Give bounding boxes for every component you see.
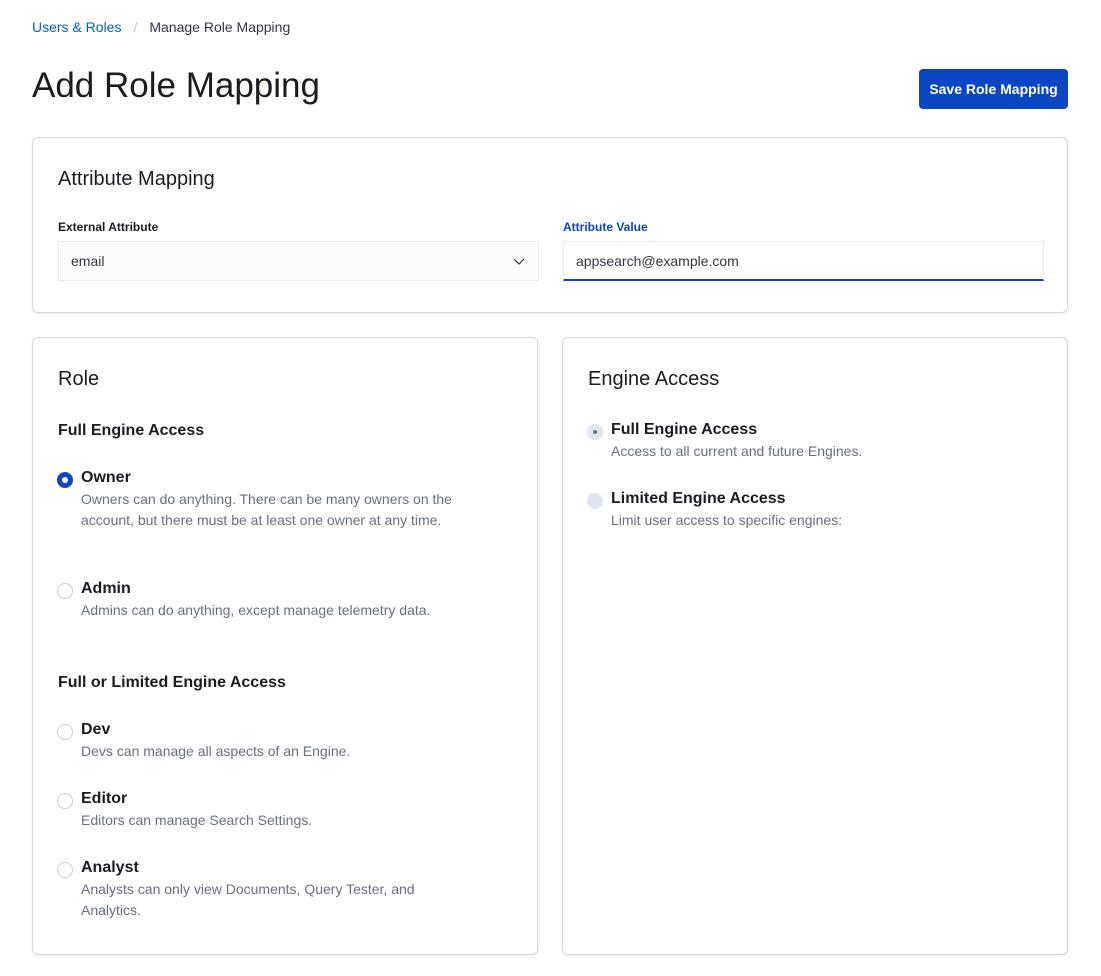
engine-option-full[interactable]: Full Engine Access Access to all current … [587, 421, 991, 462]
radio-dev[interactable] [57, 724, 73, 740]
role-option-dev[interactable]: Dev Devs can manage all aspects of an Eng… [57, 721, 461, 762]
option-description: Owners can do anything. There can be man… [81, 491, 452, 528]
page-title: Add Role Mapping [32, 66, 320, 105]
external-attribute-select[interactable]: email [58, 241, 539, 281]
option-label: Limited Engine Access [611, 490, 786, 507]
role-title: Role [58, 368, 100, 390]
option-label: Dev [81, 721, 111, 738]
full-or-limited-heading: Full or Limited Engine Access [58, 674, 286, 691]
attribute-value-label: Attribute Value [563, 220, 648, 234]
breadcrumb-current: Manage Role Mapping [149, 19, 291, 35]
radio-full-engine-access[interactable] [587, 424, 603, 440]
external-attribute-value: email [71, 253, 105, 269]
role-option-owner[interactable]: Owner Owners can do anything. There can b… [57, 469, 461, 531]
role-option-analyst[interactable]: Analyst Analysts can only view Documents,… [57, 859, 461, 921]
radio-editor[interactable] [57, 793, 73, 809]
breadcrumb-users-roles[interactable]: Users & Roles [32, 19, 122, 35]
full-engine-access-heading: Full Engine Access [58, 422, 205, 439]
attribute-value-input[interactable] [563, 241, 1044, 281]
radio-analyst[interactable] [57, 862, 73, 878]
chevron-down-icon [513, 258, 525, 265]
engine-access-title: Engine Access [588, 368, 720, 390]
option-description: Access to all current and future Engines… [611, 443, 863, 459]
save-role-mapping-button[interactable]: Save Role Mapping [919, 69, 1068, 109]
external-attribute-label: External Attribute [58, 220, 159, 234]
breadcrumb: Users & Roles / Manage Role Mapping [32, 19, 290, 35]
radio-owner[interactable] [57, 472, 73, 488]
option-label: Admin [81, 580, 131, 597]
attribute-mapping-title: Attribute Mapping [58, 168, 215, 190]
role-panel: Role Full Engine Access Owner Owners can … [32, 337, 538, 955]
breadcrumb-separator: / [133, 19, 138, 35]
option-description: Limit user access to specific engines: [611, 512, 843, 528]
engine-access-panel: Engine Access Full Engine Access Access t… [562, 337, 1068, 955]
option-label: Analyst [81, 859, 139, 876]
role-option-editor[interactable]: Editor Editors can manage Search Settings… [57, 790, 461, 831]
role-option-admin[interactable]: Admin Admins can do anything, except mana… [57, 580, 461, 621]
option-description: Editors can manage Search Settings. [81, 812, 313, 828]
option-label: Full Engine Access [611, 421, 758, 438]
attribute-mapping-panel: Attribute Mapping External Attribute ema… [32, 137, 1068, 313]
engine-option-limited[interactable]: Limited Engine Access Limit user access t… [587, 490, 991, 531]
option-description: Admins can do anything, except manage te… [81, 602, 431, 618]
option-description: Devs can manage all aspects of an Engine… [81, 743, 351, 759]
option-description: Analysts can only view Documents, Query … [81, 881, 415, 918]
option-label: Editor [81, 790, 128, 807]
radio-admin[interactable] [57, 583, 73, 599]
option-label: Owner [81, 469, 131, 486]
radio-limited-engine-access[interactable] [587, 493, 603, 509]
